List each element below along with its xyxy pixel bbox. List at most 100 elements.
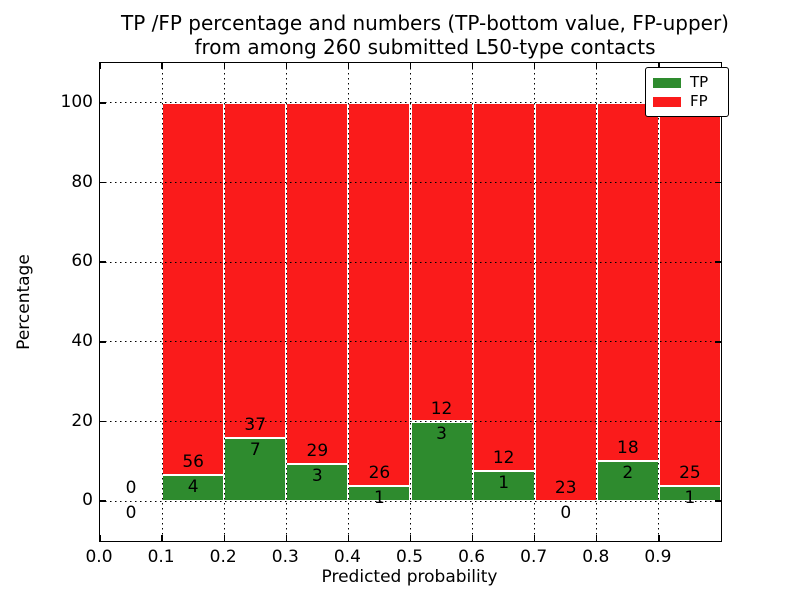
fp-bar [286, 102, 349, 464]
fp-bar [658, 102, 721, 486]
fp-count-label: 12 [430, 398, 453, 419]
x-tick-label: 0.0 [85, 547, 113, 567]
legend-item-fp: FP [653, 92, 722, 111]
gridline-vertical [285, 63, 287, 541]
fp-bar [348, 102, 411, 487]
x-tick-mark [285, 63, 287, 69]
x-tick-label: 0.9 [644, 547, 672, 567]
fp-bar [596, 102, 659, 462]
y-tick-label: 80 [71, 171, 93, 192]
y-tick-mark [715, 181, 721, 184]
fp-count-label: 29 [306, 440, 329, 461]
fp-bar [534, 102, 597, 502]
fp-count-label: 26 [368, 463, 391, 484]
x-tick-label: 0.2 [209, 547, 237, 567]
x-axis-label: Predicted probability [321, 567, 498, 587]
x-tick-label: 0.8 [582, 547, 610, 567]
tp-bar [596, 461, 659, 502]
x-tick-mark [347, 63, 350, 69]
x-tick-mark [658, 535, 660, 541]
y-tick-mark [100, 500, 106, 502]
tp-count-label: 4 [187, 476, 199, 497]
x-tick-mark [223, 535, 225, 541]
x-tick-mark [471, 63, 474, 69]
x-tick-mark [534, 63, 536, 69]
gridline-vertical [223, 63, 225, 541]
fp-count-label: 18 [617, 438, 639, 459]
y-tick-mark [715, 341, 721, 343]
fp-count-label: 23 [554, 478, 577, 499]
gridline-vertical [596, 63, 598, 541]
x-tick-mark [161, 535, 163, 541]
x-tick-mark [596, 63, 598, 69]
legend-label-fp: FP [690, 92, 708, 110]
fp-bar [472, 102, 535, 471]
chart-title-line1: TP /FP percentage and numbers (TP-bottom… [121, 11, 729, 35]
y-tick-mark [100, 420, 106, 423]
tp-count-label: 2 [622, 463, 634, 484]
y-tick-label: 100 [60, 91, 93, 112]
y-tick-label: 20 [71, 410, 93, 431]
y-tick-mark [715, 420, 721, 423]
tp-count-label: 7 [249, 439, 261, 460]
gridline-vertical [534, 63, 536, 541]
tp-bar [224, 437, 287, 502]
fp-color-swatch-icon [653, 96, 681, 107]
y-tick-mark [100, 181, 106, 184]
x-tick-mark [658, 63, 660, 69]
x-tick-mark [471, 535, 474, 541]
gridline-vertical [658, 63, 660, 541]
tp-bar [658, 485, 721, 502]
x-tick-mark [596, 535, 598, 541]
tp-color-swatch-icon [653, 77, 681, 88]
x-tick-label: 0.7 [520, 547, 548, 567]
tp-count-label: 1 [498, 472, 510, 493]
tp-count-label: 3 [436, 423, 447, 444]
gridline-vertical [472, 63, 474, 541]
tp-count-label: 3 [311, 465, 323, 486]
x-tick-label: 0.3 [271, 547, 299, 567]
x-tick-mark [161, 63, 163, 69]
x-tick-mark [409, 63, 412, 69]
fp-count-label: 56 [182, 451, 204, 472]
y-tick-mark [100, 341, 106, 343]
tp-count-label: 0 [560, 503, 572, 524]
y-tick-mark [715, 500, 721, 502]
x-tick-mark [409, 535, 412, 541]
x-tick-label: 0.1 [147, 547, 175, 567]
gridline-vertical [410, 63, 411, 541]
tp-count-label: 1 [684, 487, 696, 508]
tp-bar [286, 463, 349, 502]
fp-bar [224, 102, 287, 438]
y-tick-mark [100, 102, 106, 104]
x-tick-mark [534, 535, 536, 541]
gridline-vertical [347, 63, 349, 541]
legend: TP FP [645, 67, 729, 117]
x-tick-mark [223, 63, 225, 69]
x-tick-mark [347, 535, 350, 541]
y-tick-mark [715, 261, 721, 263]
x-tick-mark [285, 535, 287, 541]
tp-bar [472, 470, 535, 502]
plot-area: 0 0 56 4 37 7 29 3 26 1 12 3 12 1 23 0 18 2 25 1 [99, 62, 722, 542]
tp-count-label: 1 [374, 488, 385, 509]
tp-bar [410, 421, 473, 502]
legend-item-tp: TP [653, 73, 722, 92]
fp-count-label: 25 [679, 462, 701, 483]
fp-count-label: 0 [125, 478, 137, 499]
tp-count-label: 0 [125, 503, 137, 524]
x-tick-mark [99, 63, 101, 69]
y-tick-label: 60 [71, 251, 93, 272]
fp-count-label: 37 [244, 414, 267, 435]
gridline-vertical [161, 63, 163, 541]
y-tick-label: 0 [82, 490, 93, 511]
x-tick-label: 0.6 [458, 547, 486, 567]
y-tick-mark [100, 261, 106, 263]
chart-title-line2: from among 260 submitted L50-type contac… [194, 35, 656, 59]
x-tick-mark [99, 535, 101, 541]
fp-count-label: 12 [492, 447, 515, 468]
y-tick-label: 40 [71, 330, 93, 351]
fp-bar [162, 102, 225, 475]
x-tick-label: 0.5 [395, 547, 424, 567]
